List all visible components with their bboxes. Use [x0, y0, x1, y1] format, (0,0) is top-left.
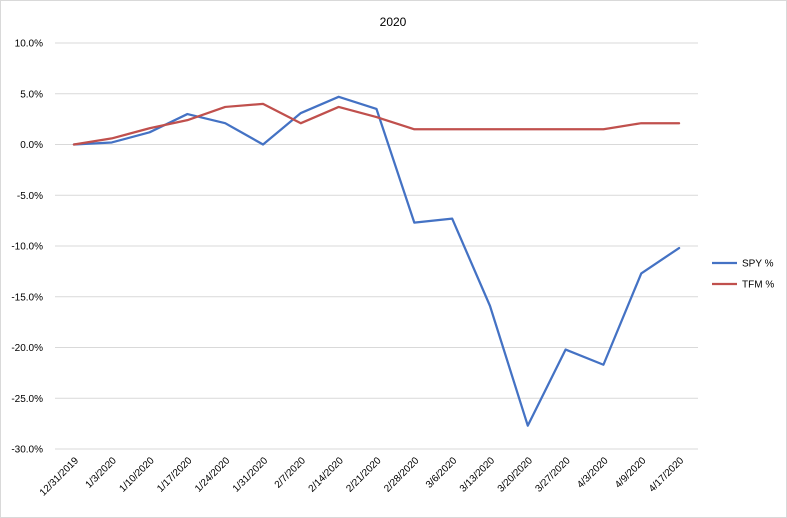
x-tick-label: 2/21/2020 — [344, 455, 384, 495]
x-tick-label: 2/28/2020 — [382, 455, 422, 495]
x-tick-label: 12/31/2019 — [38, 455, 81, 498]
x-tick-label: 3/27/2020 — [533, 455, 573, 495]
y-tick-label: -5.0% — [17, 191, 43, 202]
x-tick-label: 1/31/2020 — [231, 455, 271, 495]
y-tick-label: -20.0% — [11, 343, 43, 354]
x-tick-label: 2/14/2020 — [307, 455, 347, 495]
x-tick-label: 4/3/2020 — [575, 455, 611, 491]
x-tick-label: 4/9/2020 — [613, 455, 649, 491]
x-tick-label: 2/7/2020 — [273, 455, 309, 491]
legend-label: SPY % — [742, 259, 774, 270]
y-tick-label: 0.0% — [20, 140, 43, 151]
x-tick-label: 4/17/2020 — [647, 455, 687, 495]
x-tick-label: 3/13/2020 — [458, 455, 498, 495]
legend-label: TFM % — [742, 280, 774, 291]
x-tick-label: 1/3/2020 — [84, 455, 120, 491]
series-line-tfm — [72, 102, 681, 146]
series-line-spy — [72, 95, 681, 427]
y-tick-label: 10.0% — [15, 39, 43, 50]
x-tick-label: 1/10/2020 — [117, 455, 157, 495]
y-tick-label: -25.0% — [11, 394, 43, 405]
x-tick-label: 3/20/2020 — [496, 455, 536, 495]
x-tick-label: 1/17/2020 — [155, 455, 195, 495]
y-tick-label: -30.0% — [11, 445, 43, 456]
y-tick-label: -15.0% — [11, 292, 43, 303]
chart-title: 2020 — [380, 15, 407, 29]
x-tick-label: 1/24/2020 — [193, 455, 233, 495]
y-tick-label: -10.0% — [11, 242, 43, 253]
y-tick-label: 5.0% — [20, 89, 43, 100]
x-tick-label: 3/6/2020 — [424, 455, 460, 491]
